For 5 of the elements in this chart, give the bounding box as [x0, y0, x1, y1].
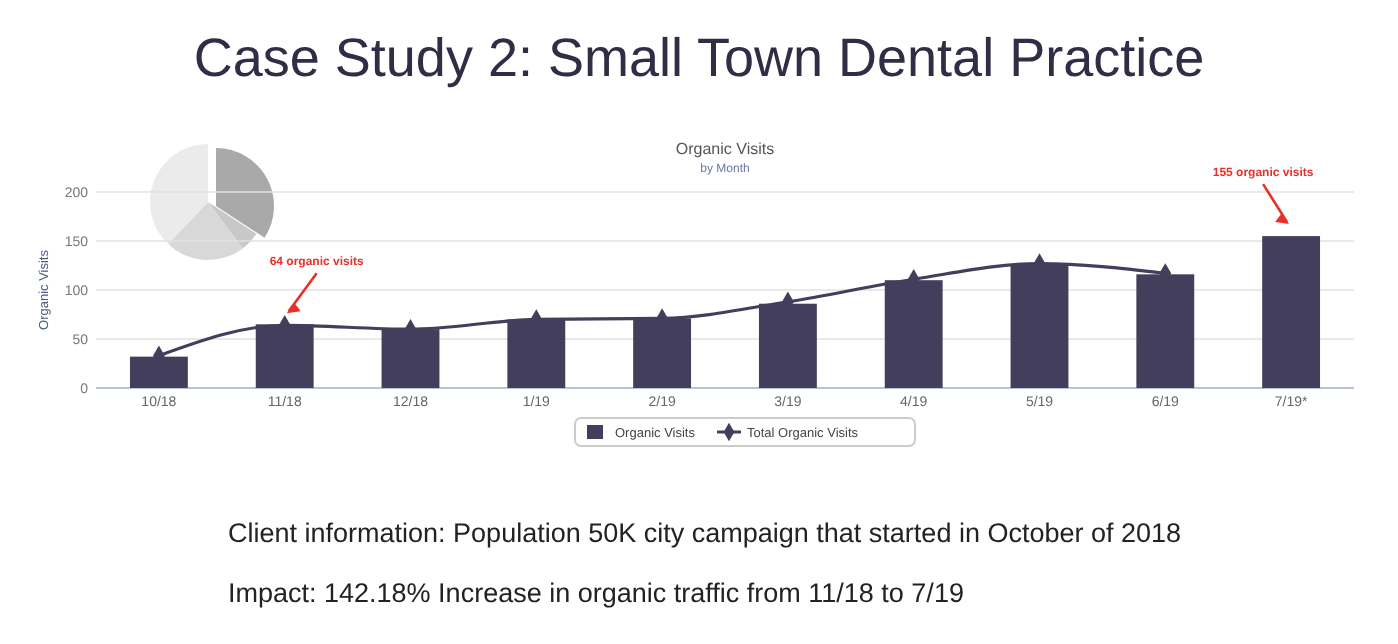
chart-subtitle: Organic Visits: [675, 140, 775, 158]
chart-title: Case Study 2: Small Town Dental Practice: [193, 28, 1205, 88]
bar: [1262, 236, 1321, 388]
text: Client information: Population 50K city campaign that started in October of 2018: [228, 518, 1182, 548]
text: Impact: 142.18% Increase in organic traffic from 11/18 to 7/19: [228, 578, 964, 608]
